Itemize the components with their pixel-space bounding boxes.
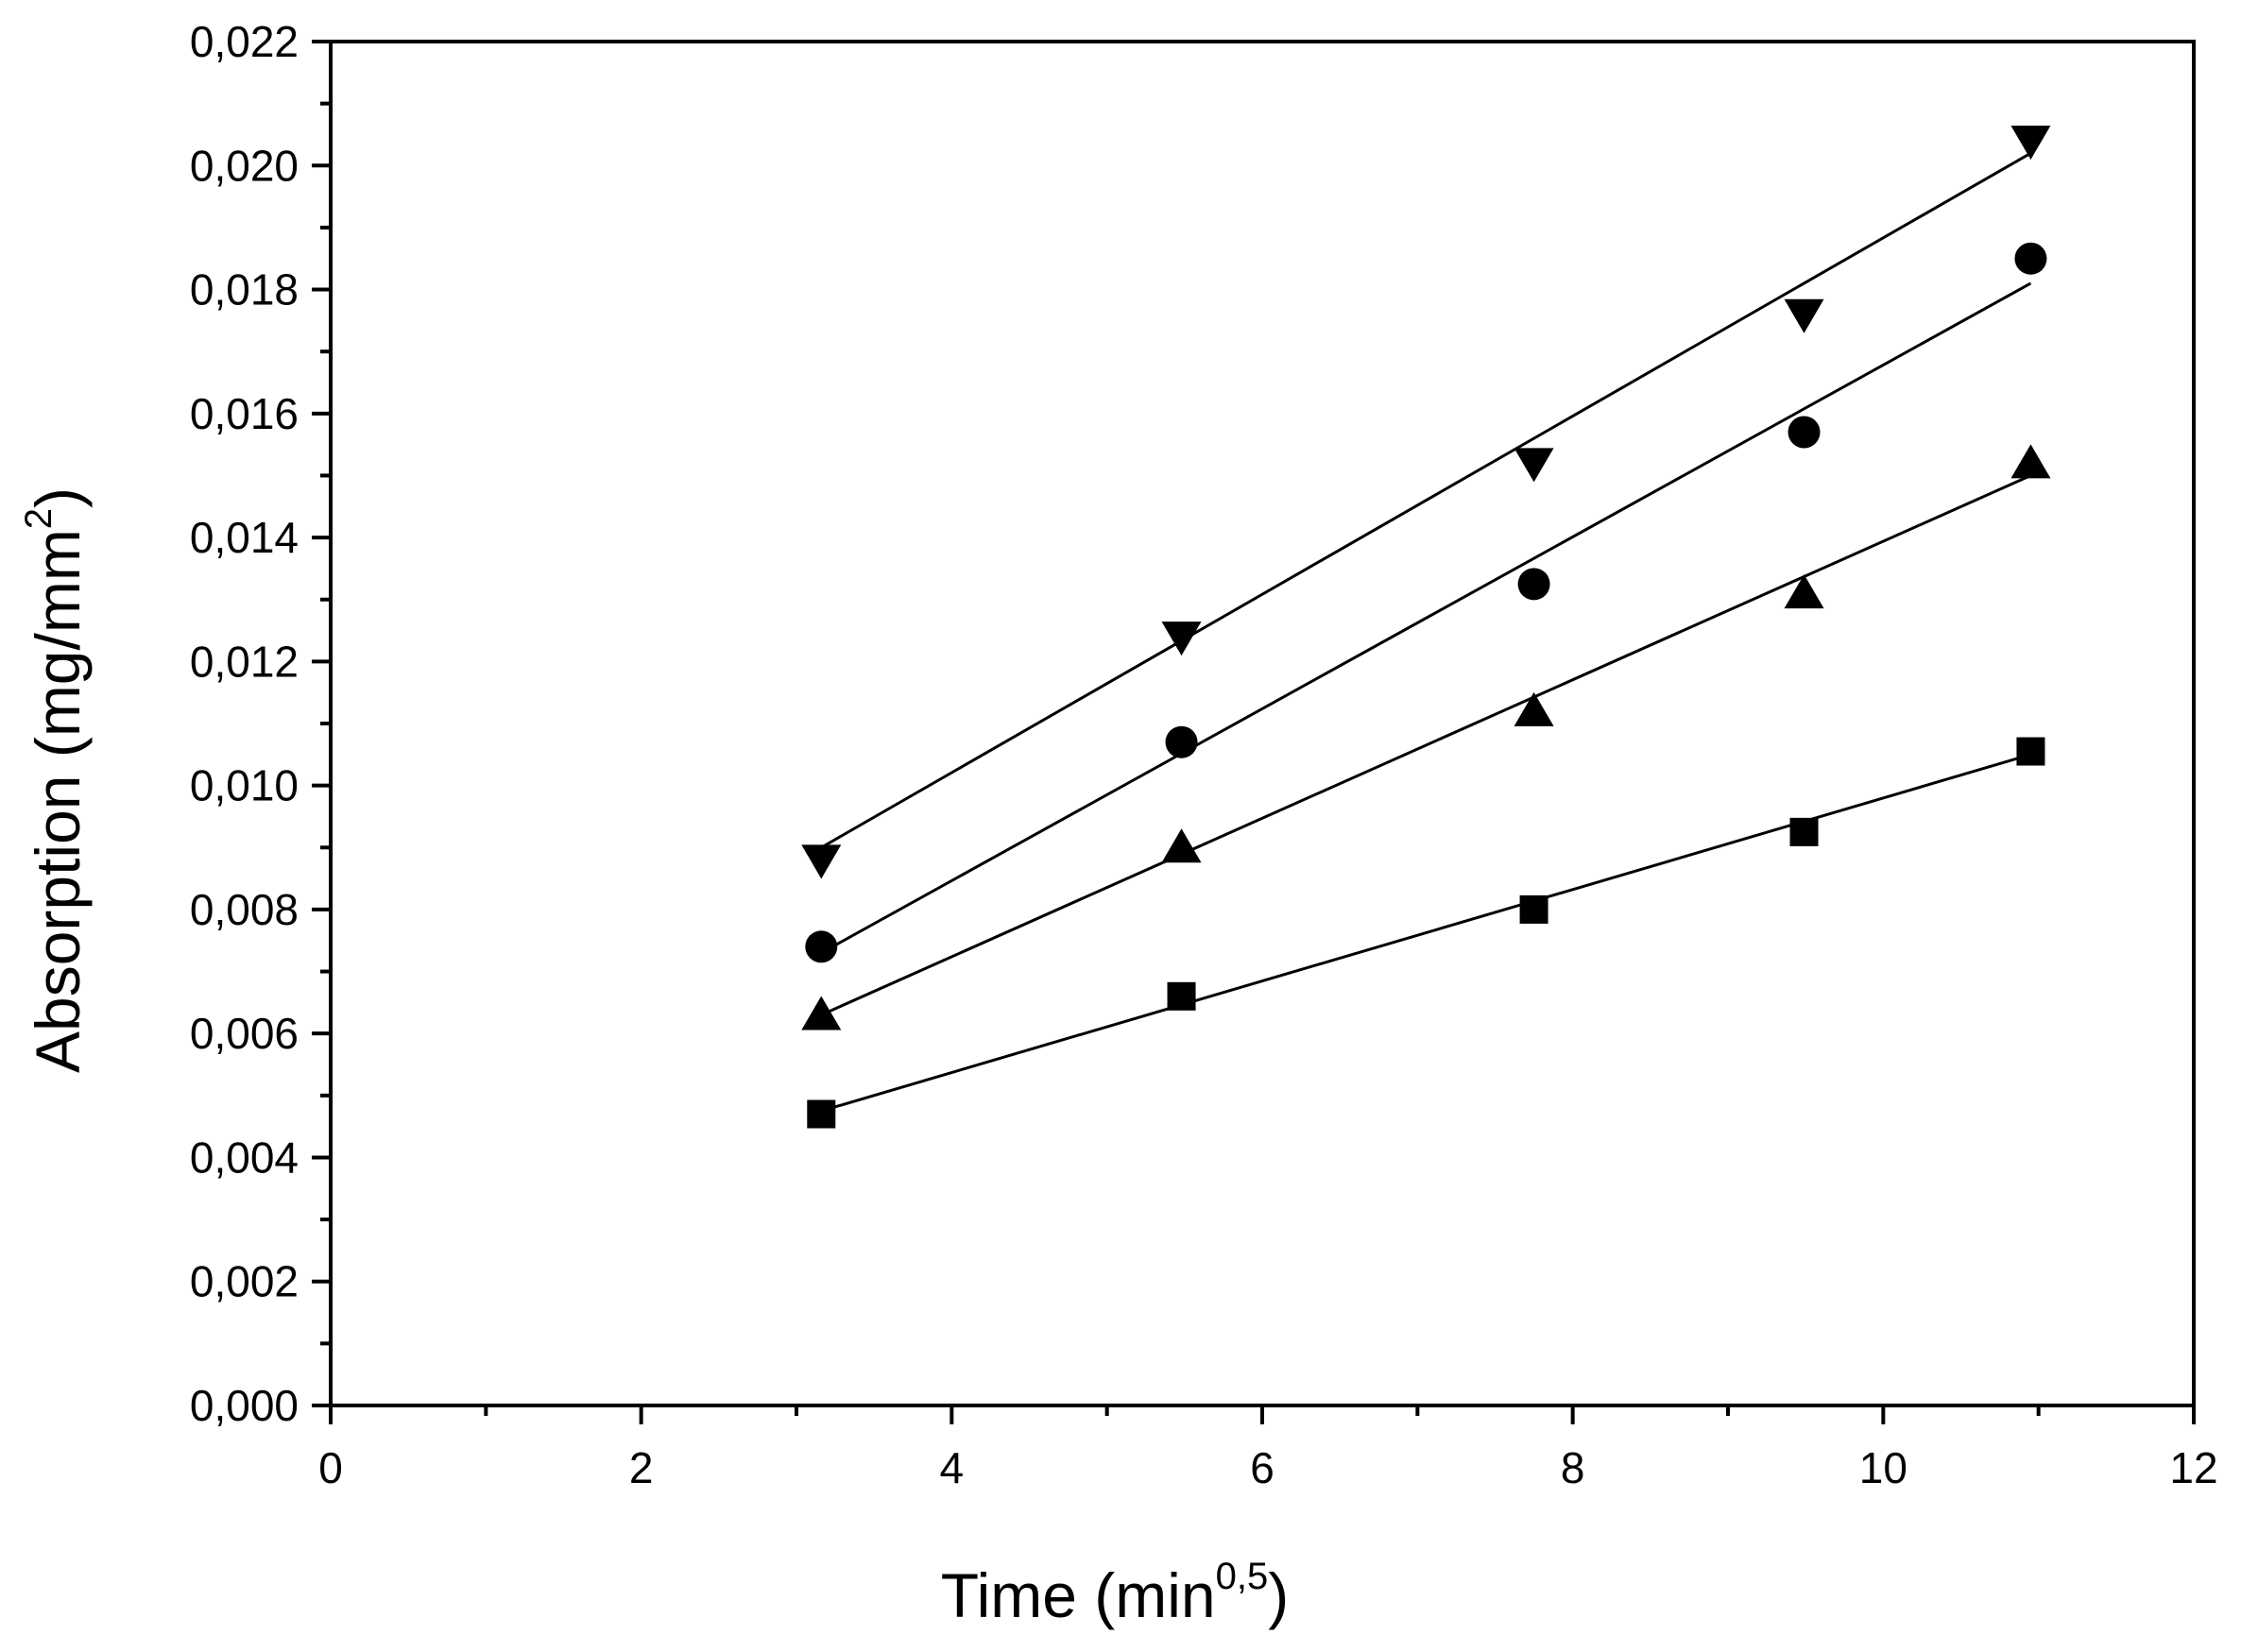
fit-line-triangle-down [820, 151, 2032, 849]
circle-marker [1788, 416, 1821, 449]
triangle-up-marker [1784, 574, 1824, 609]
fit-line-square [820, 753, 2031, 1113]
square-marker [807, 1099, 836, 1129]
x-tick-label: 12 [2169, 1443, 2217, 1492]
y-axis-title-text: Absorption (mg/mm [23, 529, 93, 1073]
square-marker [1519, 894, 1548, 924]
y-tick-label: 0,000 [190, 1381, 299, 1430]
data-markers [801, 126, 2051, 1129]
y-tick-label: 0,010 [190, 761, 299, 810]
circle-marker [1517, 568, 1550, 601]
square-marker [1789, 817, 1819, 846]
y-tick-label: 0,020 [190, 141, 299, 190]
y-tick-label: 0,022 [190, 17, 299, 66]
triangle-up-marker [801, 996, 842, 1030]
triangle-down-marker [1514, 448, 1554, 483]
y-tick-label: 0,016 [190, 389, 299, 438]
circle-marker [2014, 242, 2047, 275]
fit-line-circle [820, 281, 2032, 955]
x-axis-title-sup: 0,5 [1216, 1556, 1269, 1597]
y-tick-label: 0,018 [190, 265, 299, 315]
x-axis-title-text: Time (min [941, 1560, 1216, 1630]
x-axis-title-close: ) [1268, 1560, 1289, 1630]
triangle-down-marker [1784, 298, 1824, 333]
y-tick-label: 0,006 [190, 1009, 299, 1058]
triangle-down-marker [2010, 126, 2051, 161]
fit-lines [820, 151, 2032, 1113]
square-marker [2016, 737, 2045, 766]
x-axis-title: Time (min0,5) [941, 1556, 1289, 1630]
x-tick-label: 10 [1859, 1443, 1907, 1492]
x-tick-label: 4 [940, 1443, 965, 1492]
y-tick-label: 0,004 [190, 1133, 299, 1182]
x-tick-label: 2 [629, 1443, 654, 1492]
y-tick-label: 0,014 [190, 513, 299, 562]
triangle-up-marker [1514, 691, 1554, 726]
circle-marker [1165, 725, 1198, 758]
triangle-up-marker [2010, 444, 2051, 479]
triangle-down-marker [801, 844, 842, 879]
y-tick-label: 0,008 [190, 885, 299, 934]
y-tick-label: 0,012 [190, 637, 299, 686]
x-tick-label: 0 [318, 1443, 343, 1492]
fit-line-triangle-up [820, 474, 2032, 1016]
x-tick-label: 8 [1561, 1443, 1585, 1492]
y-axis-title: Absorption (mg/mm2) [18, 487, 93, 1073]
plot-frame [329, 40, 2196, 1407]
triangle-down-marker [1161, 622, 1202, 656]
y-axis-title-close: ) [23, 487, 93, 508]
square-marker [1167, 981, 1196, 1011]
x-tick-label: 6 [1250, 1443, 1274, 1492]
triangle-up-marker [1161, 828, 1202, 863]
circle-marker [805, 930, 838, 963]
y-tick-label: 0,002 [190, 1257, 299, 1306]
axes: 0 2 4 6 8 10 12 0,000 0,002 0,004 0,006 0,008 0,010 0… [190, 17, 2218, 1492]
y-axis-title-sup: 2 [18, 508, 60, 529]
